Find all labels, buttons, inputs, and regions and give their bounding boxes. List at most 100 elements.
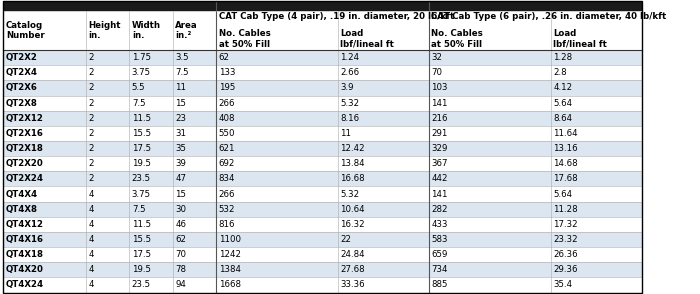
Text: 17.68: 17.68 [553,174,578,183]
Bar [4,1,642,11]
Text: 13.84: 13.84 [340,159,365,168]
Bar [4,232,642,247]
Text: 70: 70 [175,250,186,259]
Text: 2: 2 [88,83,94,92]
Text: 11.5: 11.5 [132,114,151,123]
Text: Load
lbf/lineal ft: Load lbf/lineal ft [340,29,394,49]
Bar [4,202,642,217]
Text: 1242: 1242 [218,250,241,259]
Text: 26.36: 26.36 [553,250,578,259]
Text: 27.68: 27.68 [340,265,365,274]
Text: 23.32: 23.32 [553,235,578,244]
Bar [4,141,642,156]
Text: Width
in.: Width in. [132,21,161,40]
Text: 2.66: 2.66 [340,68,360,77]
Text: QT2X12: QT2X12 [6,114,43,123]
Text: No. Cables
at 50% Fill: No. Cables at 50% Fill [431,29,483,49]
Text: QT4X4: QT4X4 [6,190,38,198]
Text: 14.68: 14.68 [553,159,578,168]
Text: 17.32: 17.32 [553,220,578,229]
Text: 15: 15 [175,190,186,198]
Text: 834: 834 [218,174,235,183]
Text: 8.16: 8.16 [340,114,360,123]
Text: 22: 22 [340,235,351,244]
Text: QT4X18: QT4X18 [6,250,44,259]
Text: 4: 4 [88,235,94,244]
Text: 1.24: 1.24 [340,53,360,62]
Text: 2: 2 [88,159,94,168]
Text: 3.9: 3.9 [340,83,354,92]
Text: 2: 2 [88,114,94,123]
Text: 659: 659 [431,250,448,259]
Text: 46: 46 [175,220,186,229]
Text: 19.5: 19.5 [132,159,150,168]
Text: 5.5: 5.5 [132,83,146,92]
Text: 29.36: 29.36 [553,265,578,274]
Text: QT2X6: QT2X6 [6,83,38,92]
Text: 2: 2 [88,129,94,138]
Text: 621: 621 [218,144,235,153]
Text: Area
in.²: Area in.² [175,21,198,40]
Text: 23.5: 23.5 [132,174,151,183]
Text: 11: 11 [340,129,351,138]
Bar [4,11,642,50]
Text: 11.28: 11.28 [553,205,578,214]
Text: 16.68: 16.68 [340,174,365,183]
Text: 7.5: 7.5 [132,205,146,214]
Text: 19.5: 19.5 [132,265,150,274]
Text: 8.64: 8.64 [553,114,573,123]
Text: 734: 734 [431,265,448,274]
Text: 4: 4 [88,250,94,259]
Text: 7.5: 7.5 [175,68,189,77]
Text: 94: 94 [175,280,186,290]
Text: 266: 266 [218,98,235,108]
Bar [4,65,642,80]
Text: 70: 70 [431,68,442,77]
Text: 266: 266 [218,190,235,198]
Text: 32: 32 [431,53,442,62]
Text: 329: 329 [431,144,448,153]
Text: 2: 2 [88,98,94,108]
Text: 367: 367 [431,159,448,168]
Text: 1384: 1384 [218,265,241,274]
Text: 433: 433 [431,220,448,229]
Text: QT2X16: QT2X16 [6,129,43,138]
Text: 216: 216 [431,114,448,123]
Text: CAT Cab Type (6 pair), .26 in. diameter, 40 lb/kft: CAT Cab Type (6 pair), .26 in. diameter,… [431,12,666,21]
Text: 103: 103 [431,83,448,92]
Text: 12.42: 12.42 [340,144,365,153]
Text: QT2X18: QT2X18 [6,144,43,153]
Bar [4,171,642,186]
Text: 3.75: 3.75 [132,190,151,198]
Text: 35.4: 35.4 [553,280,573,290]
Bar [4,80,642,96]
Text: 291: 291 [431,129,448,138]
Text: 2: 2 [88,68,94,77]
Text: QT4X16: QT4X16 [6,235,44,244]
Bar [4,277,642,293]
Text: 5.64: 5.64 [553,190,573,198]
Text: QT4X20: QT4X20 [6,265,43,274]
Bar [4,96,642,111]
Text: 550: 550 [218,129,235,138]
Text: 24.84: 24.84 [340,250,365,259]
Text: 2: 2 [88,174,94,183]
Text: 23.5: 23.5 [132,280,151,290]
Text: 1668: 1668 [218,280,241,290]
Text: 78: 78 [175,265,186,274]
Text: QT4X12: QT4X12 [6,220,44,229]
Text: 15.5: 15.5 [132,235,151,244]
Text: 4: 4 [88,205,94,214]
Bar [4,111,642,126]
Text: 35: 35 [175,144,186,153]
Text: 62: 62 [218,53,230,62]
Text: QT2X4: QT2X4 [6,68,38,77]
Text: 4: 4 [88,265,94,274]
Text: 2.8: 2.8 [553,68,567,77]
Text: 5.64: 5.64 [553,98,573,108]
Text: 13.16: 13.16 [553,144,578,153]
Text: 816: 816 [218,220,235,229]
Text: 11.64: 11.64 [553,129,578,138]
Text: 1.28: 1.28 [553,53,573,62]
Bar [4,247,642,262]
